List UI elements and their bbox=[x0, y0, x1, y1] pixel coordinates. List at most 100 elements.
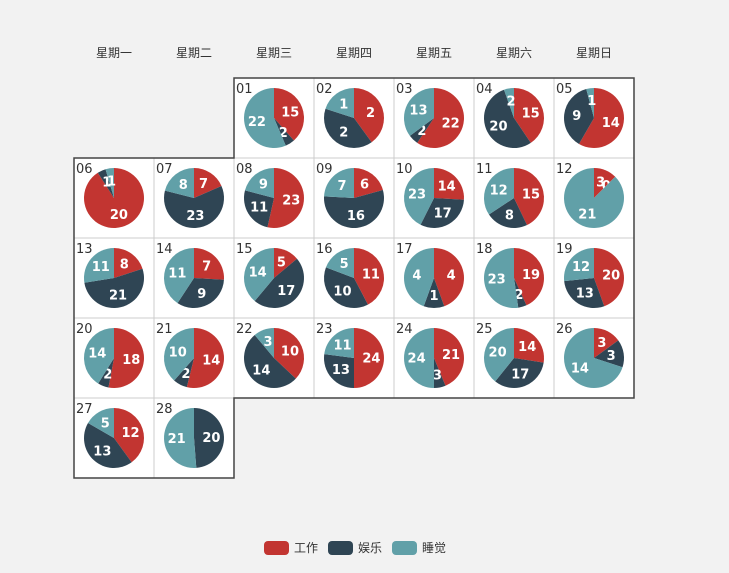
pie-slice[interactable] bbox=[594, 328, 619, 358]
pie-slice[interactable] bbox=[484, 328, 514, 382]
pie-slice[interactable] bbox=[484, 248, 519, 308]
day-pie-21[interactable]: 14 2 10 21 bbox=[156, 322, 225, 389]
day-pie-04[interactable]: 15 202 04 bbox=[476, 82, 545, 148]
pie-slice[interactable] bbox=[267, 168, 304, 228]
pie-slice[interactable] bbox=[244, 190, 274, 228]
pie-slice[interactable] bbox=[324, 168, 354, 198]
pie-slice[interactable] bbox=[194, 248, 224, 280]
pie-slice[interactable] bbox=[323, 108, 372, 149]
pie-slice[interactable] bbox=[108, 328, 144, 388]
pie-slice[interactable] bbox=[274, 88, 305, 141]
pie-slice[interactable] bbox=[434, 328, 465, 386]
pie-slice[interactable] bbox=[564, 278, 605, 308]
pie-slice[interactable] bbox=[504, 88, 514, 118]
day-pie-18[interactable]: 19 2 23 18 bbox=[476, 242, 544, 308]
day-pie-24[interactable]: 213 24 24 bbox=[396, 322, 465, 388]
pie-slice[interactable] bbox=[244, 88, 286, 148]
legend[interactable]: 工作 娱乐 睡觉 bbox=[264, 541, 446, 555]
pie-slice[interactable] bbox=[164, 185, 225, 229]
day-pie-16[interactable]: 11 10 5 16 bbox=[316, 242, 384, 309]
pie-slice[interactable] bbox=[105, 168, 114, 198]
pie-slice[interactable] bbox=[354, 88, 385, 143]
pie-slice[interactable] bbox=[563, 168, 624, 229]
pie-slice[interactable] bbox=[164, 248, 194, 304]
day-pie-02[interactable]: 2 2 1 02 bbox=[316, 82, 385, 149]
day-pie-28[interactable]: 0202128 bbox=[156, 402, 225, 468]
pie-slice[interactable] bbox=[83, 168, 144, 228]
pie-slice[interactable] bbox=[514, 248, 544, 306]
legend-item[interactable]: 娱乐 bbox=[328, 541, 382, 555]
pie-slice[interactable] bbox=[274, 118, 294, 146]
pie-slice[interactable] bbox=[484, 89, 531, 148]
pie-slice[interactable] bbox=[354, 168, 383, 198]
pie-slice[interactable] bbox=[434, 248, 464, 307]
pie-slice[interactable] bbox=[164, 168, 194, 198]
pie-slice[interactable] bbox=[194, 407, 225, 468]
day-pie-27[interactable]: 12 13 5 27 bbox=[76, 402, 144, 469]
pie-slice[interactable] bbox=[84, 248, 114, 283]
legend-item[interactable]: 睡觉 bbox=[392, 541, 446, 555]
pie-slice[interactable] bbox=[194, 168, 222, 198]
pie-slice[interactable] bbox=[325, 88, 354, 118]
pie-slice[interactable] bbox=[488, 198, 528, 229]
pie-slice[interactable] bbox=[563, 328, 623, 389]
pie-slice[interactable] bbox=[244, 168, 274, 198]
pie-slice[interactable] bbox=[409, 118, 434, 143]
pie-slice[interactable] bbox=[563, 89, 594, 144]
day-pie-05[interactable]: 14 91 05 bbox=[556, 82, 624, 148]
pie-slice[interactable] bbox=[434, 168, 464, 200]
day-pie-10[interactable]: 14 17 23 10 bbox=[396, 162, 464, 228]
pie-slice[interactable] bbox=[88, 408, 114, 438]
pie-slice[interactable] bbox=[404, 88, 434, 136]
legend-item[interactable]: 工作 bbox=[264, 541, 318, 555]
pie-slice[interactable] bbox=[354, 248, 384, 305]
day-pie-25[interactable]: 14 17 20 25 bbox=[476, 322, 544, 388]
pie-slice[interactable] bbox=[514, 88, 545, 143]
pie-slice[interactable] bbox=[434, 358, 446, 388]
pie-slice[interactable] bbox=[579, 88, 624, 148]
day-pie-19[interactable]: 20 13 12 19 bbox=[556, 242, 624, 308]
pie-slice[interactable] bbox=[514, 278, 527, 308]
day-pie-15[interactable]: 5 17 14 15 bbox=[236, 242, 304, 308]
day-pie-08[interactable]: 23 11 9 08 bbox=[236, 162, 304, 228]
day-pie-20[interactable]: 18 2 14 20 bbox=[76, 322, 144, 388]
pie-slice[interactable] bbox=[514, 328, 544, 363]
day-pie-09[interactable]: 6 167 09 bbox=[316, 162, 385, 229]
pie-slice[interactable] bbox=[324, 267, 368, 309]
pie-slice[interactable] bbox=[84, 268, 145, 308]
pie-slice[interactable] bbox=[164, 328, 194, 381]
pie-slice[interactable] bbox=[514, 168, 544, 226]
pie-slice[interactable] bbox=[174, 358, 194, 388]
day-pie-17[interactable]: 414 17 bbox=[396, 242, 464, 309]
day-pie-11[interactable]: 15 8 12 11 bbox=[476, 162, 544, 229]
pie-slice[interactable] bbox=[325, 248, 354, 278]
pie-slice[interactable] bbox=[274, 328, 304, 379]
pie-slice[interactable] bbox=[274, 248, 297, 278]
pie-slice[interactable] bbox=[254, 258, 304, 308]
pie-slice[interactable] bbox=[404, 328, 434, 388]
pie-slice[interactable] bbox=[84, 423, 132, 469]
pie-slice[interactable] bbox=[564, 248, 594, 282]
pie-slice[interactable] bbox=[84, 328, 114, 384]
pie-slice[interactable] bbox=[243, 335, 296, 389]
pie-slice[interactable] bbox=[114, 408, 144, 463]
day-pie-07[interactable]: 7 23 8 07 bbox=[156, 162, 225, 229]
day-pie-22[interactable]: 10 14 3 22 bbox=[236, 322, 304, 389]
day-pie-14[interactable]: 7 9 11 14 bbox=[156, 242, 224, 309]
pie-slice[interactable] bbox=[586, 88, 594, 118]
pie-slice[interactable] bbox=[594, 248, 624, 307]
day-pie-06[interactable]: 20 11 06 bbox=[76, 162, 144, 228]
pie-slice[interactable] bbox=[403, 168, 434, 225]
day-pie-26[interactable]: 33 14 26 bbox=[556, 322, 624, 389]
pie-slice[interactable] bbox=[98, 358, 114, 388]
pie-slice[interactable] bbox=[324, 354, 354, 388]
pie-slice[interactable] bbox=[594, 340, 624, 368]
pie-slice[interactable] bbox=[177, 278, 224, 309]
pie-slice[interactable] bbox=[495, 358, 544, 388]
pie-slice[interactable] bbox=[114, 248, 143, 278]
pie-slice[interactable] bbox=[97, 169, 114, 198]
pie-slice[interactable] bbox=[354, 328, 384, 388]
